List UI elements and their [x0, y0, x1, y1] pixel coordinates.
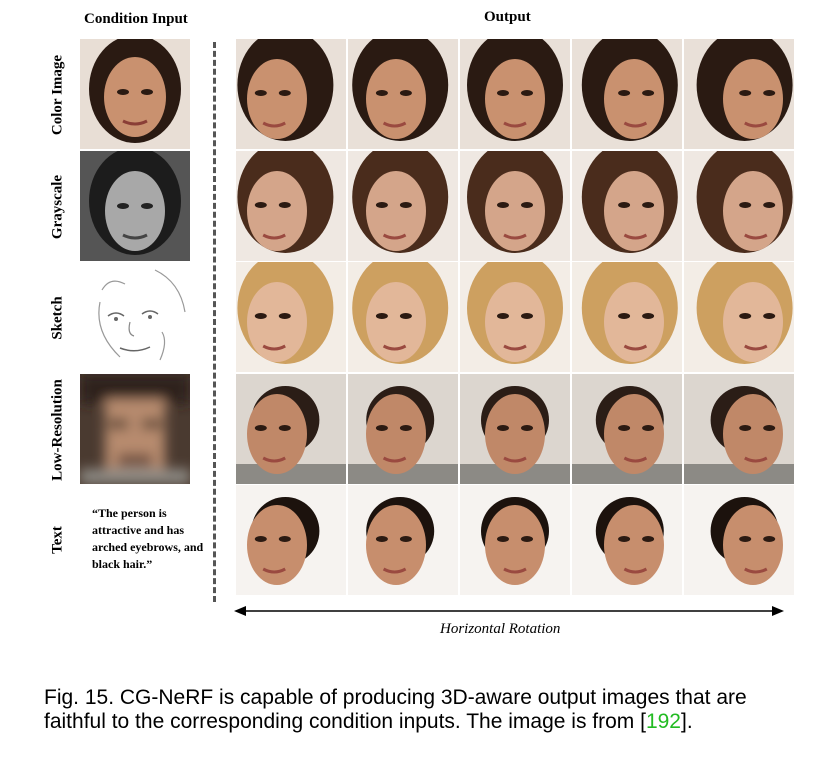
caption-reference-link[interactable]: 192: [645, 710, 681, 733]
row-label-sketch: Sketch: [49, 296, 66, 340]
output-face-image: [572, 485, 682, 595]
output-face-image: [460, 262, 570, 372]
output-face-image: [236, 39, 346, 149]
output-face-image: [572, 151, 682, 261]
rotation-arrow: [234, 606, 784, 616]
output-face-image: [684, 374, 794, 484]
caption-text: Fig. 15. CG-NeRF is capable of producing…: [44, 686, 747, 733]
output-face-image: [460, 151, 570, 261]
output-face-image: [684, 39, 794, 149]
output-face-image: [572, 262, 682, 372]
caption-end: ].: [681, 710, 693, 733]
output-face-image: [236, 374, 346, 484]
rotation-label: Horizontal Rotation: [440, 621, 561, 637]
dashed-divider: [213, 42, 216, 602]
condition-grayscale-image: [80, 151, 190, 261]
output-face-image: [460, 485, 570, 595]
row-label-low-resolution: Low-Resolution: [49, 379, 66, 481]
output-face-image: [236, 151, 346, 261]
output-face-image: [572, 39, 682, 149]
output-face-image: [348, 151, 458, 261]
output-face-image: [460, 39, 570, 149]
row-label-color-image: Color Image: [49, 54, 66, 136]
text-condition: “The person is attractive and has arched…: [92, 506, 204, 571]
condition-color-image: [80, 39, 190, 149]
output-face-image: [684, 262, 794, 372]
row-label-text: Text: [49, 526, 66, 554]
output-face-image: [684, 485, 794, 595]
output-face-image: [348, 262, 458, 372]
condition-sketch-image: [80, 262, 190, 372]
output-face-image: [348, 485, 458, 595]
output-face-image: [236, 262, 346, 372]
condition-low-resolution-image: [80, 374, 190, 484]
output-face-image: [684, 151, 794, 261]
condition-input-header: Condition Input: [84, 11, 188, 27]
output-header: Output: [484, 9, 531, 25]
output-face-image: [572, 374, 682, 484]
output-face-image: [348, 39, 458, 149]
output-face-image: [460, 374, 570, 484]
figure-caption: Fig. 15. CG-NeRF is capable of producing…: [44, 686, 804, 734]
row-label-grayscale: Grayscale: [49, 174, 66, 240]
output-face-image: [236, 485, 346, 595]
output-face-image: [348, 374, 458, 484]
